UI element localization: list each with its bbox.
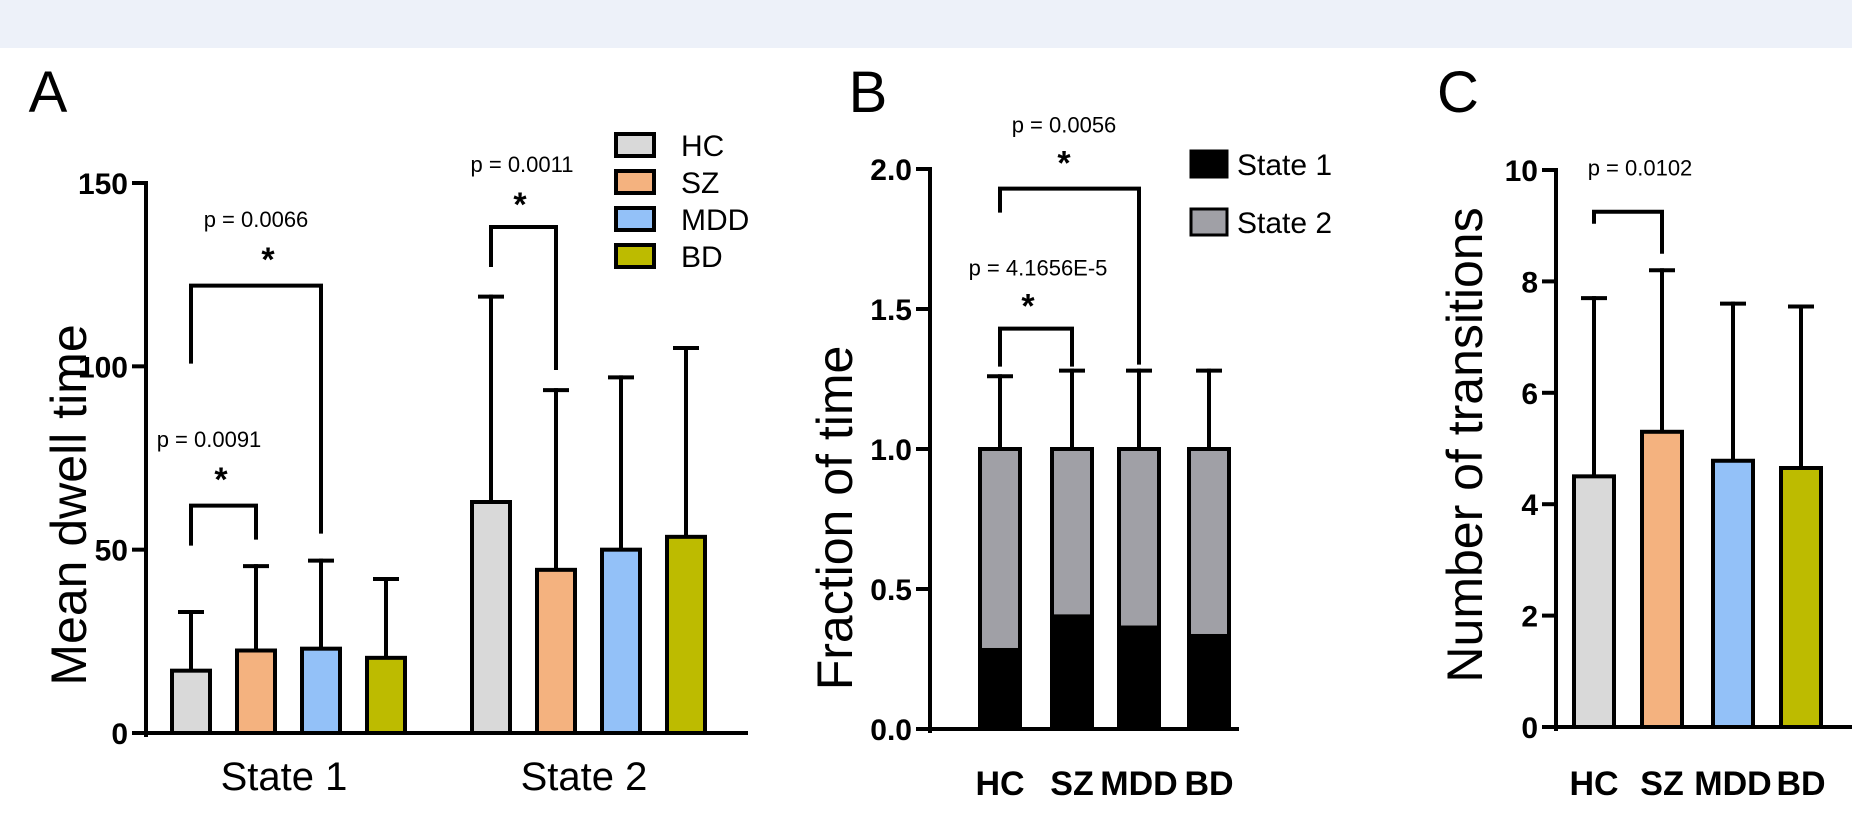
panel-a-p-value: p = 0.0011 — [471, 152, 574, 177]
panel-a-significance-bracket — [189, 283, 323, 534]
panel-b-legend-label: State 1 — [1237, 149, 1332, 182]
panel-b-y-tick-label: 0.0 — [870, 714, 912, 747]
panel-a-legend-swatch-hc — [614, 132, 656, 158]
panel-c-x-tick-label: HC — [1569, 765, 1618, 803]
panel-b-y-tick-label: 1.0 — [870, 434, 912, 467]
panel-b-y-tick-label: 2.0 — [870, 154, 912, 187]
panel-b-bar-state-1-hc — [980, 647, 1020, 729]
panel-c-x-tick-label: MDD — [1694, 765, 1771, 803]
panel-a-bar-mdd-2 — [600, 547, 642, 736]
panel-c-y-axis-label: Number of transitions — [1437, 207, 1493, 682]
panel-a-significance-star: * — [513, 186, 527, 224]
panel-a-bar-hc-2 — [470, 500, 512, 735]
panel-c-y-tick-label: 10 — [1505, 155, 1538, 188]
panel-a-y-tick-label: 150 — [78, 168, 128, 201]
panel-a-legend-swatch-bd — [614, 243, 656, 269]
panel-a-significance-bracket — [489, 225, 558, 370]
panel-b-bar-outline-hc — [978, 447, 1022, 731]
panel-a-legend-label: SZ — [681, 167, 719, 200]
panel-c-p-value: p = 0.0102 — [1588, 156, 1693, 181]
panel-c-y-tick-label: 6 — [1521, 378, 1538, 411]
panel-a-legend-swatch-mdd — [614, 206, 656, 232]
panel-b-x-tick-label: SZ — [1050, 765, 1093, 803]
panel-b-bar-outline-bd — [1187, 447, 1231, 731]
panel-a-y-tick-label: 50 — [95, 535, 128, 568]
panel-a-bar-bd-1 — [365, 655, 407, 735]
panel-c-significance-bracket — [1592, 209, 1664, 254]
panel-c-bar-sz — [1640, 429, 1684, 729]
panel-a-legend-label: MDD — [681, 204, 749, 237]
panel-b-bar-state-2-mdd — [1119, 449, 1159, 626]
panel-b-x-tick-label: BD — [1184, 765, 1233, 803]
panel-b-significance-bracket — [998, 326, 1074, 367]
panel-a-p-value: p = 0.0066 — [204, 207, 309, 232]
panel-b-bar-state-1-mdd — [1119, 625, 1159, 729]
panel-a-bar-sz-2 — [535, 567, 577, 735]
panel-a-x-tick-label: State 2 — [521, 755, 648, 799]
panel-b-y-tick-label: 0.5 — [870, 574, 912, 607]
panel-c-y-tick-label: 8 — [1521, 266, 1538, 299]
panel-a-y-tick-label: 0 — [111, 718, 128, 751]
panel-b-significance-bracket — [998, 186, 1141, 365]
panel-a-significance-bracket — [189, 503, 258, 546]
panel-b-bar-outline-mdd — [1117, 447, 1161, 731]
panel-b-bar-outline-sz — [1050, 447, 1094, 731]
panel-a-bar-bd-2 — [665, 534, 707, 735]
panel-b-p-value: p = 4.1656E-5 — [969, 255, 1108, 280]
panel-b-y-axis-label: Fraction of time — [807, 346, 863, 691]
panel-c-x-tick-label: BD — [1776, 765, 1825, 803]
panel-c-bar-mdd — [1711, 458, 1755, 729]
panel-b-legend-swatch-state-1 — [1189, 149, 1229, 179]
panel-a-legend-label: HC — [681, 130, 724, 163]
panel-b-significance-star: * — [1057, 145, 1071, 183]
panel-a-significance-star: * — [261, 241, 275, 279]
panel-a-p-value: p = 0.0091 — [157, 427, 262, 452]
panel-b-p-value: p = 0.0056 — [1012, 113, 1117, 138]
panel-b-legend-label: State 2 — [1237, 207, 1332, 240]
panel-c-y-tick-label: 0 — [1521, 712, 1538, 745]
panel-b-bar-state-2-hc — [980, 449, 1020, 648]
panel-c-y-tick-label: 2 — [1521, 601, 1538, 634]
panel-a-x-tick-label: State 1 — [221, 755, 348, 799]
panel-b-x-tick-label: MDD — [1100, 765, 1177, 803]
panel-c-bar-bd — [1779, 465, 1823, 729]
panel-c-bar-hc — [1572, 474, 1616, 729]
panel-c-x-tick-label: SZ — [1640, 765, 1683, 803]
panel-b-significance-star: * — [1021, 287, 1035, 325]
panel-a-bar-hc-1 — [170, 668, 212, 736]
panel-letter-a: A — [29, 60, 68, 125]
panel-b-y-tick-label: 1.5 — [870, 294, 912, 327]
panel-c-y-tick-label: 4 — [1521, 489, 1538, 522]
panel-b-legend-swatch-state-2 — [1189, 207, 1229, 237]
panel-b-bar-state-2-bd — [1189, 449, 1229, 634]
panel-b-bar-state-1-bd — [1189, 633, 1229, 729]
panel-a-legend-swatch-sz — [614, 169, 656, 195]
top-bar — [0, 0, 1852, 48]
panel-a-y-tick-label: 100 — [78, 351, 128, 384]
panel-a-y-axis-label: Mean dwell time — [41, 324, 97, 685]
panel-b-bar-state-2-sz — [1052, 449, 1092, 615]
panel-a-significance-star: * — [214, 461, 228, 499]
panel-a-bar-sz-1 — [235, 648, 277, 735]
panel-letter-c: C — [1437, 60, 1479, 125]
panel-a-legend-label: BD — [681, 241, 723, 274]
panel-b-bar-state-1-sz — [1052, 614, 1092, 729]
panel-a-bar-mdd-1 — [300, 646, 342, 736]
panel-b-x-tick-label: HC — [975, 765, 1024, 803]
panel-letter-b: B — [849, 60, 888, 125]
